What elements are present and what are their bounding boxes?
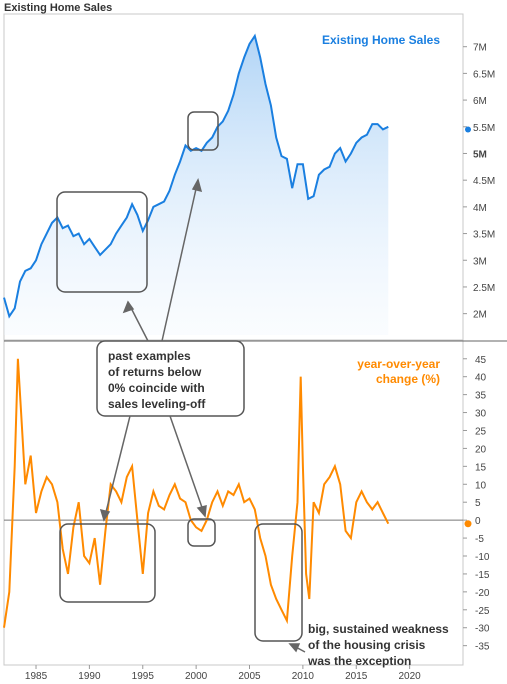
crisis-callout-line2: of the housing crisis — [308, 638, 426, 652]
x-tick-label: 2005 — [238, 671, 261, 682]
arrow-to-2000-box — [161, 179, 199, 342]
yoy-change-line — [3, 358, 390, 628]
arrowhead-yoy-1990 — [99, 508, 111, 522]
x-axis: 1985 1990 1995 2000 2005 2010 2015 2020 — [25, 665, 421, 682]
bottom-y-tick-label: 40 — [475, 373, 487, 384]
x-tick-label: 1995 — [132, 671, 155, 682]
home-sales-last-marker — [465, 126, 471, 133]
bottom-y-tick-label: 20 — [475, 444, 487, 455]
top-y-tick-label: 7M — [473, 43, 487, 54]
top-y-tick-label: 2M — [473, 310, 487, 321]
top-y-tick-label: 5.5M — [473, 123, 495, 134]
bottom-y-tick-label: 25 — [475, 426, 487, 437]
bottom-y-tick-label: 0 — [475, 516, 481, 527]
x-tick-label: 1985 — [25, 671, 48, 682]
arrow-to-yoy-2000 — [169, 415, 206, 517]
top-y-tick-label: 6.5M — [473, 69, 495, 80]
highlight-box-1988 — [56, 191, 148, 293]
top-chart-title: Existing Home Sales — [322, 33, 440, 47]
page-title: Existing Home Sales — [4, 2, 113, 14]
arrow-to-yoy-1990 — [103, 415, 131, 521]
yoy-last-marker — [464, 520, 472, 528]
bottom-y-tick-label: -25 — [475, 606, 490, 617]
arrowhead-2000-box — [191, 178, 203, 193]
x-tick-label: 2020 — [399, 671, 422, 682]
top-y-tick-label: 2.5M — [473, 283, 495, 294]
bottom-y-tick-label: -20 — [475, 588, 490, 599]
crisis-callout-line3: was the exception — [307, 654, 411, 668]
bottom-y-tick-label: 10 — [475, 480, 487, 491]
bottom-y-tick-label: -15 — [475, 570, 490, 581]
bottom-y-tick-label: -30 — [475, 624, 490, 635]
bottom-y-tick-label: -35 — [475, 642, 490, 653]
arrowhead-yoy-2000 — [196, 505, 207, 518]
top-y-tick-label: 5M — [473, 149, 487, 160]
arrowhead-1988-box — [122, 300, 135, 314]
bottom-y-tick-label: -10 — [475, 552, 490, 563]
bottom-y-axis: 45 40 35 30 25 20 15 10 5 0 -5 -10 -15 -20 -25 -30 -35 — [463, 355, 490, 653]
bottom-y-tick-label: 35 — [475, 391, 487, 402]
top-y-tick-label: 4M — [473, 203, 487, 214]
bottom-y-tick-label: 15 — [475, 462, 487, 473]
top-y-tick-label: 4.5M — [473, 176, 495, 187]
bottom-y-tick-label: 45 — [475, 355, 487, 366]
top-panel-frame — [3, 13, 464, 341]
top-y-axis: 7M 6.5M 6M 5.5M 5M 4.5M 4M 3.5M 3M 2.5M 2M — [463, 43, 495, 321]
annotation-arrows — [99, 178, 306, 653]
arrowhead-crisis — [288, 643, 301, 653]
examples-callout-line2: of returns below — [108, 365, 202, 379]
examples-callout-line1: past examples — [108, 349, 191, 363]
bottom-chart-title-line2: change (%) — [376, 372, 440, 386]
crisis-callout-line1: big, sustained weakness — [308, 622, 449, 636]
examples-callout-line3: 0% coincide with — [108, 381, 205, 395]
top-y-tick-label: 3M — [473, 256, 487, 267]
x-tick-label: 2000 — [185, 671, 208, 682]
highlight-box-yoy-1990 — [59, 523, 156, 603]
x-tick-label: 2015 — [345, 671, 368, 682]
bottom-y-tick-label: 30 — [475, 409, 487, 420]
top-y-tick-label: 3.5M — [473, 230, 495, 241]
top-y-tick-label: 6M — [473, 96, 487, 107]
highlight-box-yoy-2000 — [187, 518, 216, 547]
highlight-box-2000 — [187, 111, 219, 151]
bottom-chart-title-line1: year-over-year — [357, 357, 440, 371]
highlight-box-crisis — [254, 523, 303, 642]
home-sales-line — [3, 33, 389, 319]
x-tick-label: 2010 — [292, 671, 315, 682]
bottom-y-tick-label: -5 — [475, 534, 484, 545]
x-tick-label: 1990 — [78, 671, 101, 682]
bottom-y-tick-label: 5 — [475, 498, 481, 509]
examples-callout-line4: sales leveling-off — [108, 397, 206, 411]
